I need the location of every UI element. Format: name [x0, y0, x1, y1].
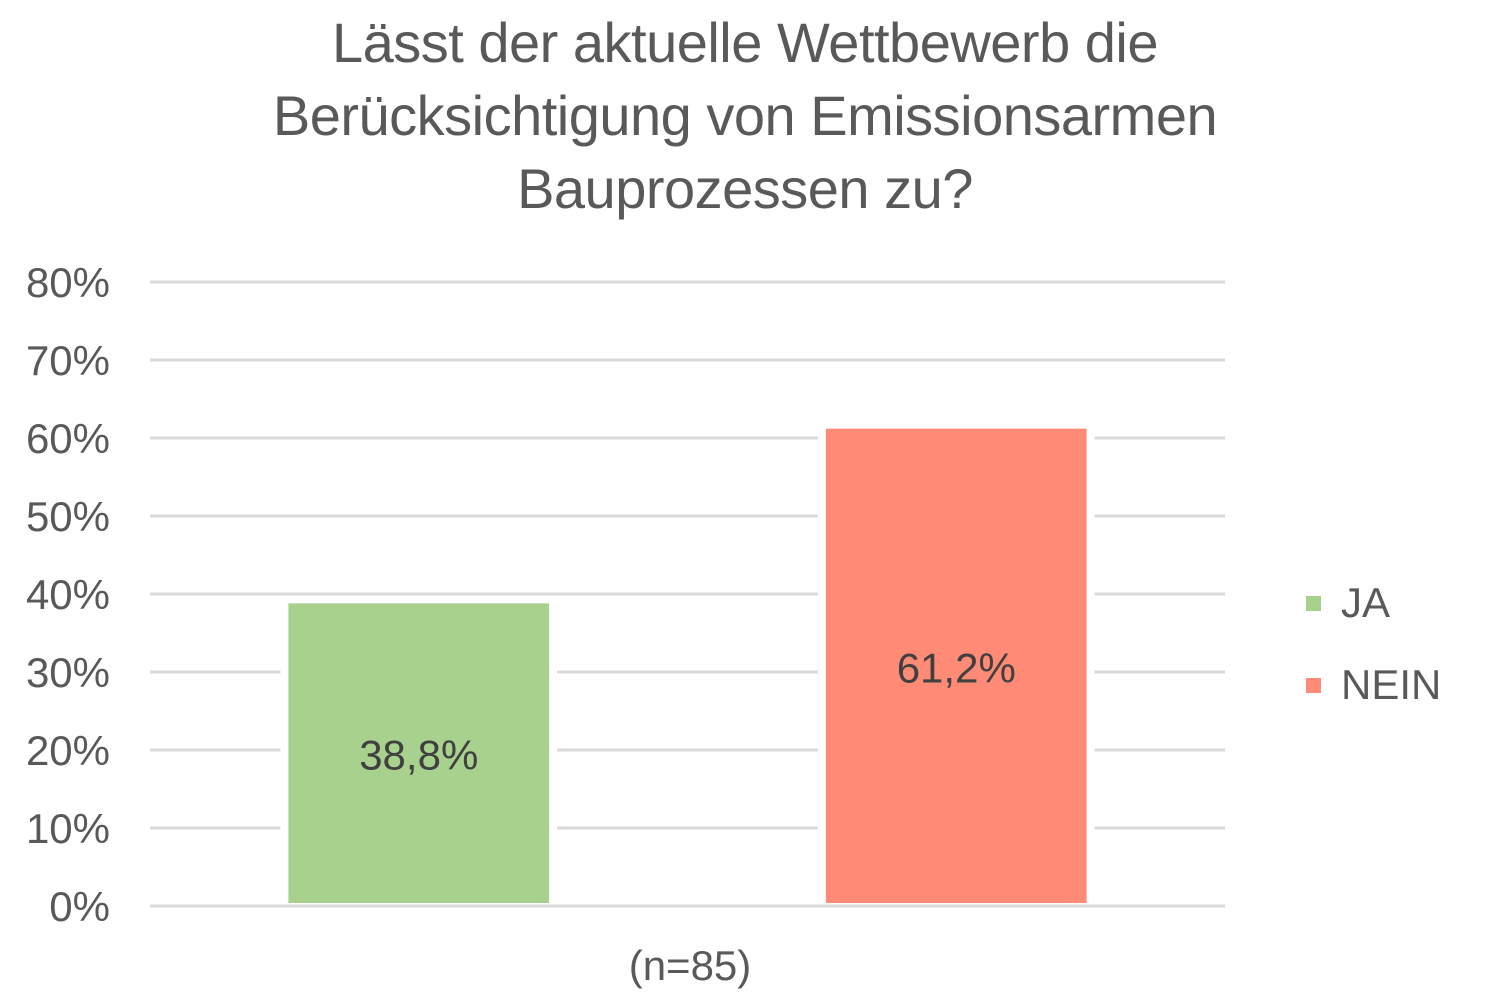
y-tick-label-70: 70%	[26, 337, 110, 384]
y-tick-label-0: 0%	[49, 883, 110, 930]
y-tick-label-40: 40%	[26, 571, 110, 618]
bar-nein	[825, 428, 1087, 903]
bar-ja	[288, 603, 550, 903]
legend-swatch-ja	[1306, 595, 1321, 611]
data-label-nein: 61,2%	[897, 644, 1016, 691]
y-tick-label-10: 10%	[26, 805, 110, 852]
chart-title-line-3: Bauprozessen zu?	[517, 157, 973, 220]
y-tick-label-20: 20%	[26, 727, 110, 774]
legend-label-nein: NEIN	[1341, 661, 1442, 708]
chart-title-line-2: Berücksichtigung von Emissionsarmen	[272, 84, 1218, 147]
y-axis-tick-labels: 0% 10% 20% 30% 40% 50% 60% 70% 80%	[26, 259, 110, 930]
legend-swatch-nein	[1306, 677, 1321, 693]
y-tick-label-80: 80%	[26, 259, 110, 306]
legend-item-ja: JA	[1306, 562, 1441, 644]
chart-title: Lässt der aktuelle Wettbewerb die Berück…	[0, 6, 1490, 225]
legend: JA NEIN	[1306, 562, 1441, 726]
x-axis-label: (n=85)	[628, 942, 752, 989]
data-label-ja: 38,8%	[359, 732, 478, 779]
y-tick-label-60: 60%	[26, 415, 110, 462]
legend-item-nein: NEIN	[1306, 644, 1441, 726]
data-labels: 38,8% 61,2%	[359, 644, 1016, 778]
bars	[280, 428, 1095, 903]
y-tick-label-50: 50%	[26, 493, 110, 540]
y-tick-label-30: 30%	[26, 649, 110, 696]
legend-label-ja: JA	[1341, 579, 1391, 626]
chart-title-line-1: Lässt der aktuelle Wettbewerb die	[331, 11, 1159, 74]
